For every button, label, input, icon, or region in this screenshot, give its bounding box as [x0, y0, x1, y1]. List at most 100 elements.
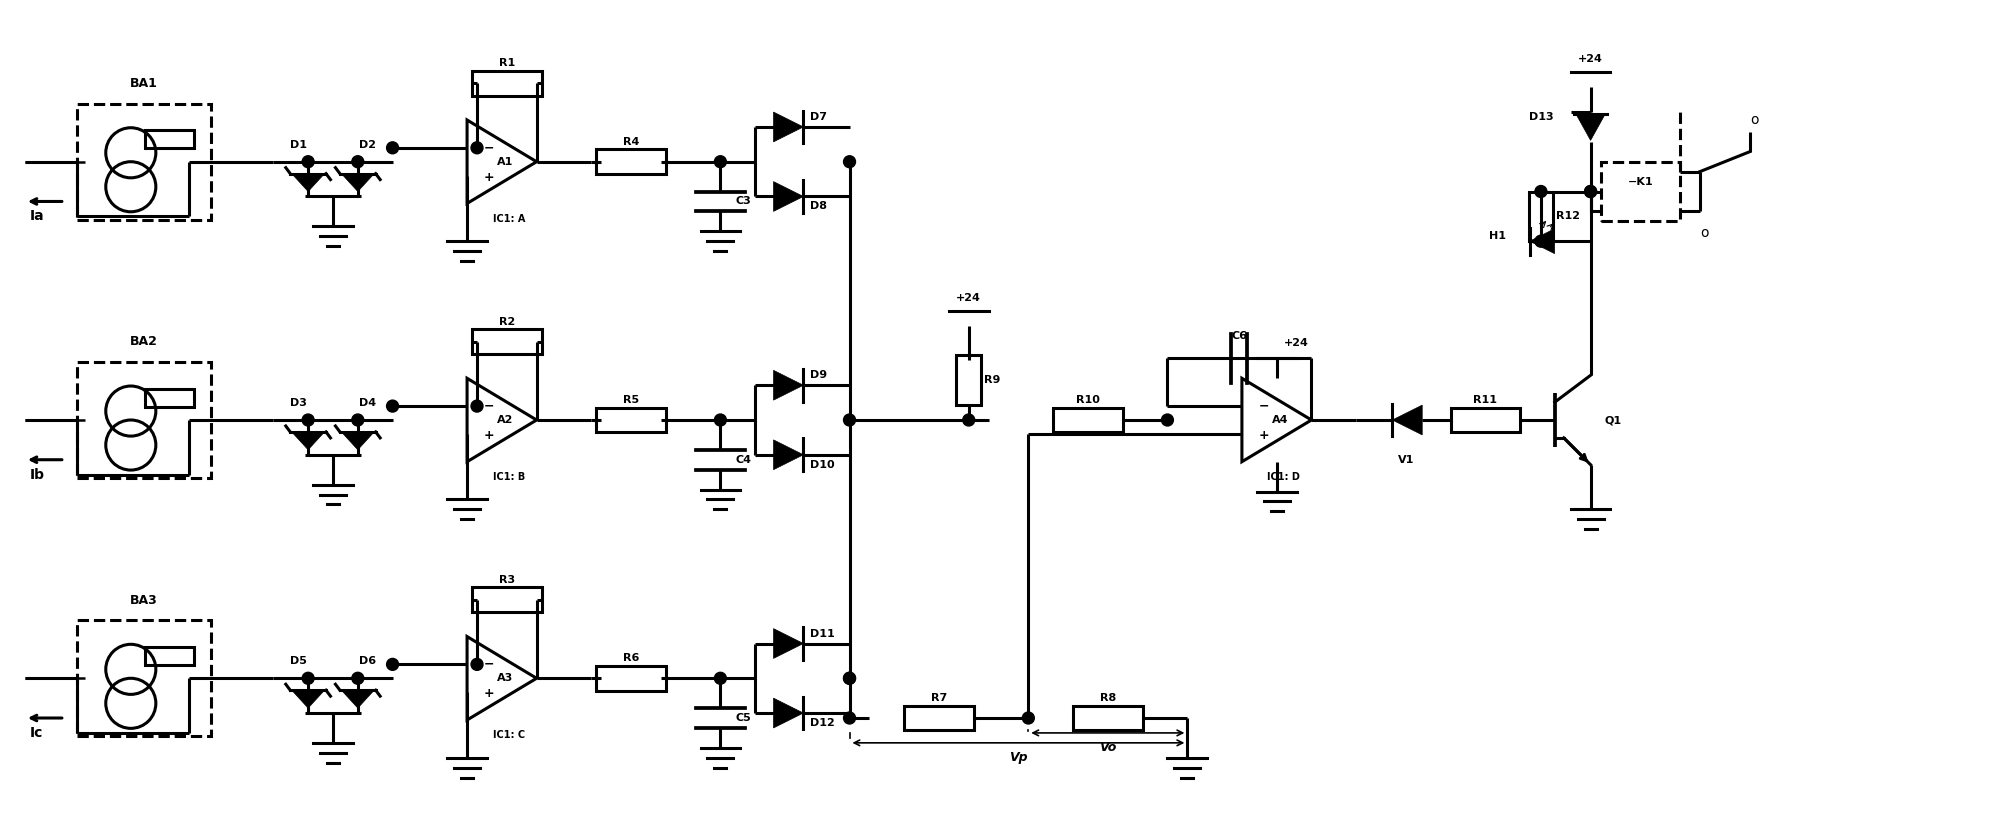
Bar [472, 587, 542, 612]
Circle shape [1535, 186, 1547, 197]
Text: +: + [484, 171, 494, 183]
Text: Vo: Vo [1100, 741, 1116, 753]
Text: C3: C3 [735, 197, 751, 207]
Text: C4: C4 [735, 454, 751, 465]
Text: D9: D9 [809, 370, 827, 381]
Bar [145, 647, 195, 665]
Text: D4: D4 [359, 398, 375, 408]
Text: A1: A1 [498, 157, 514, 166]
Text: BA3: BA3 [130, 594, 159, 606]
Circle shape [1535, 235, 1547, 247]
Text: +24: +24 [1284, 339, 1309, 349]
Bar [76, 620, 211, 737]
Text: −: − [484, 658, 494, 671]
Text: D6: D6 [359, 656, 375, 666]
Circle shape [303, 414, 313, 426]
Circle shape [714, 672, 727, 685]
Polygon shape [341, 432, 373, 449]
Polygon shape [773, 698, 803, 728]
Text: −: − [1258, 400, 1268, 412]
Bar [596, 150, 666, 174]
Circle shape [1022, 712, 1034, 724]
Text: +: + [1258, 428, 1270, 442]
Polygon shape [291, 690, 325, 708]
Text: BA2: BA2 [130, 335, 159, 349]
Text: o: o [1700, 226, 1710, 240]
Text: D2: D2 [359, 139, 375, 150]
Text: R6: R6 [622, 654, 638, 664]
Text: Ia: Ia [30, 209, 44, 223]
Text: −K1: −K1 [1628, 176, 1654, 186]
Text: D13: D13 [1529, 112, 1553, 122]
Bar [1074, 706, 1142, 731]
Text: o: o [1750, 113, 1758, 127]
Text: +24: +24 [1578, 55, 1604, 65]
Bar [76, 103, 211, 220]
Text: BA1: BA1 [130, 77, 159, 90]
Text: R12: R12 [1555, 212, 1580, 222]
Circle shape [387, 400, 399, 412]
Text: Q1: Q1 [1604, 415, 1622, 425]
Bar [596, 666, 666, 690]
Circle shape [303, 155, 313, 168]
Text: Ic: Ic [30, 726, 44, 740]
Polygon shape [291, 174, 325, 192]
Circle shape [351, 672, 363, 685]
Polygon shape [773, 628, 803, 659]
Bar [472, 71, 542, 96]
Text: +: + [484, 687, 494, 700]
Circle shape [472, 400, 484, 412]
Text: A4: A4 [1272, 415, 1288, 425]
Text: −: − [484, 400, 494, 412]
Circle shape [1586, 186, 1596, 197]
Text: A3: A3 [498, 674, 514, 683]
Text: +: + [484, 428, 494, 442]
Text: IC1: C: IC1: C [494, 731, 526, 740]
Bar [145, 389, 195, 407]
Polygon shape [1393, 405, 1423, 435]
Circle shape [303, 672, 313, 685]
Polygon shape [291, 432, 325, 449]
Text: IC1: D: IC1: D [1266, 472, 1301, 482]
Circle shape [843, 155, 855, 168]
Text: R10: R10 [1076, 395, 1100, 405]
Text: R4: R4 [622, 137, 638, 147]
Polygon shape [1529, 228, 1555, 254]
Circle shape [1162, 414, 1174, 426]
Text: R2: R2 [498, 317, 516, 327]
Circle shape [843, 672, 855, 685]
Circle shape [387, 659, 399, 670]
Text: R3: R3 [500, 575, 516, 585]
Circle shape [351, 414, 363, 426]
Circle shape [387, 142, 399, 154]
Polygon shape [341, 690, 373, 708]
Text: D11: D11 [809, 628, 835, 638]
Text: A2: A2 [498, 415, 514, 425]
Bar [1600, 162, 1680, 221]
Circle shape [714, 155, 727, 168]
Circle shape [843, 414, 855, 426]
Text: +24: +24 [955, 293, 981, 302]
Polygon shape [773, 370, 803, 400]
Text: −: − [484, 141, 494, 155]
Text: D12: D12 [809, 718, 835, 728]
Text: D1: D1 [289, 139, 307, 150]
Text: R1: R1 [498, 58, 516, 68]
Circle shape [472, 142, 484, 154]
Circle shape [843, 712, 855, 724]
Bar [145, 130, 195, 149]
Text: R7: R7 [931, 693, 947, 703]
Text: IC1: A: IC1: A [492, 214, 526, 224]
Circle shape [843, 672, 855, 685]
Text: H1: H1 [1489, 231, 1505, 241]
Text: D10: D10 [809, 459, 835, 470]
Text: V1: V1 [1397, 454, 1415, 465]
Text: C6: C6 [1232, 330, 1248, 340]
Text: IC1: B: IC1: B [492, 472, 526, 482]
Circle shape [351, 155, 363, 168]
Bar [1451, 407, 1519, 433]
Text: Ib: Ib [30, 468, 44, 481]
Bar [1054, 407, 1122, 433]
Polygon shape [773, 440, 803, 470]
Polygon shape [773, 181, 803, 212]
